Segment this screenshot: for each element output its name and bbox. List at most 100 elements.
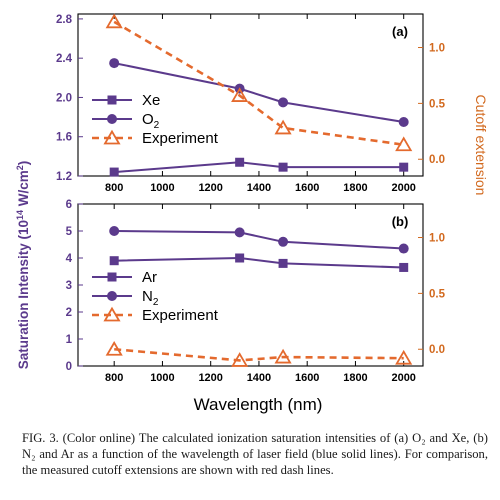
y-tick-label: 3 — [66, 280, 72, 292]
panel-b-frame — [77, 203, 424, 367]
x-axis-label: Wavelength (nm) — [194, 395, 323, 414]
data-point-xe — [278, 162, 288, 172]
panel-b-y-ticks: 0 1 2 3 4 5 6 — [66, 199, 83, 373]
panel-b-series — [105, 226, 413, 367]
legend-label-text: Xe — [142, 92, 160, 109]
data-point-experiment — [231, 352, 249, 367]
y-tick-label: 1 — [66, 334, 73, 346]
legend-label-o2: O2 — [142, 111, 160, 131]
data-point-experiment — [105, 340, 123, 356]
y-tick-label: 1.2 — [56, 171, 72, 183]
data-point-o2 — [398, 117, 409, 127]
data-point-experiment — [395, 136, 413, 152]
series-line-n2 — [114, 230, 404, 250]
figure: Saturation Intensity (1014 W/cm2) Cutoff… — [15, 13, 489, 414]
data-point-xe — [399, 162, 409, 172]
legend-marker-o2 — [107, 114, 117, 124]
panel-b: (b) 800 1000 1200 1400 1600 1800 2000 0123456 … — [66, 199, 446, 384]
panel-a-y-ticks: 1.2 1.6 2.0 2.4 2.8 — [56, 14, 83, 183]
x-tick-label: 1400 — [247, 372, 271, 384]
legend-label-text: Experiment — [142, 307, 219, 324]
x-tick-label: 1800 — [343, 372, 367, 384]
y-tick-label: 1.6 — [56, 132, 72, 144]
y-tick-label: 2.8 — [56, 14, 73, 26]
legend-label-subscript: 2 — [154, 120, 160, 131]
legend-marker-xe — [107, 95, 117, 105]
panel-b-label: (b) — [392, 214, 409, 229]
y2-axis-label: Cutoff extension — [473, 95, 489, 196]
y2-tick-label: 0.5 — [429, 288, 446, 300]
series-line-experiment — [114, 347, 404, 362]
x-tick-label: 1000 — [150, 372, 174, 384]
data-point-o2 — [278, 97, 289, 108]
data-point-experiment — [274, 119, 292, 135]
data-point-experiment — [231, 87, 249, 102]
x-tick-label: 1200 — [198, 372, 222, 384]
x-tick-label: 1800 — [343, 182, 367, 194]
legend-marker-experiment — [103, 129, 121, 145]
data-point-experiment — [395, 349, 413, 365]
legend-label-ar: Ar — [142, 269, 157, 286]
x-tick-label: 1200 — [198, 182, 222, 194]
data-point-n2 — [398, 243, 409, 254]
data-point-n2 — [278, 236, 289, 247]
data-point-ar — [109, 256, 119, 266]
y-tick-label: 5 — [66, 226, 73, 238]
panel-a-series — [105, 13, 413, 177]
y2-tick-label: 1.0 — [429, 43, 445, 55]
x-tick-label: 800 — [105, 182, 123, 194]
data-point-xe — [235, 157, 245, 167]
y2-tick-label: 0.0 — [429, 154, 445, 166]
series-line-experiment — [113, 20, 404, 147]
data-point-ar — [399, 262, 409, 272]
data-point-xe — [109, 167, 119, 177]
series-line-ar — [114, 256, 404, 269]
series-line-xe — [114, 161, 404, 174]
data-point-ar — [278, 258, 288, 268]
y-tick-label: 6 — [66, 199, 72, 211]
data-point-experiment — [274, 348, 292, 364]
legend-marker-n2 — [107, 291, 117, 301]
data-point-experiment — [105, 13, 123, 29]
y-tick-label: 2.0 — [56, 92, 72, 104]
legend-label-text: Ar — [142, 269, 157, 286]
legend-label-experiment: Experiment — [142, 307, 219, 324]
data-point-n2 — [234, 227, 245, 238]
data-point-n2 — [109, 226, 120, 236]
x-tick-label: 2000 — [391, 182, 415, 194]
x-tick-label: 1000 — [150, 182, 174, 194]
figure-caption: FIG. 3. (Color online) The calculated io… — [22, 431, 488, 477]
panel-b-y2-ticks: 0.0 0.5 1.0 — [418, 233, 446, 356]
y-tick-label: 4 — [66, 253, 73, 265]
data-point-ar — [235, 253, 245, 263]
panel-a-x-ticks: 800 1000 1200 1400 1600 1800 2000 — [105, 14, 416, 194]
legend-label-subscript: 2 — [153, 297, 159, 308]
panel-a-y2-ticks: 0.0 0.5 1.0 — [418, 43, 446, 166]
x-tick-label: 1400 — [247, 182, 271, 194]
panel-a: (a) 800 1000 1200 1400 1600 1800 2000 1.2 1.6 2.… — [56, 13, 446, 194]
y-axis-label: Saturation Intensity (1014 W/cm2) — [15, 161, 31, 370]
series-line-o2 — [113, 62, 404, 123]
y2-tick-label: 0.5 — [429, 98, 446, 110]
legend-label-n2: N2 — [142, 288, 159, 308]
legend-label-text: O — [142, 111, 154, 128]
legend-marker-ar — [107, 272, 117, 282]
x-tick-label: 1600 — [295, 182, 319, 194]
y2-tick-label: 0.0 — [429, 344, 445, 356]
panel-a-label: (a) — [392, 24, 408, 39]
legend-label-xe: Xe — [142, 92, 160, 109]
y-tick-label: 2 — [66, 307, 72, 319]
y-tick-label: 2.4 — [56, 53, 73, 65]
x-tick-label: 1600 — [295, 372, 319, 384]
x-tick-label: 2000 — [391, 372, 415, 384]
legend-label-text: Experiment — [142, 130, 219, 147]
x-tick-label: 800 — [105, 372, 123, 384]
data-point-o2 — [109, 58, 120, 69]
y-tick-label: 0 — [66, 361, 72, 373]
legend-label-text: N — [142, 288, 153, 305]
panel-a-frame — [77, 13, 424, 177]
legend-label-experiment: Experiment — [142, 130, 219, 147]
y2-tick-label: 1.0 — [429, 233, 445, 245]
